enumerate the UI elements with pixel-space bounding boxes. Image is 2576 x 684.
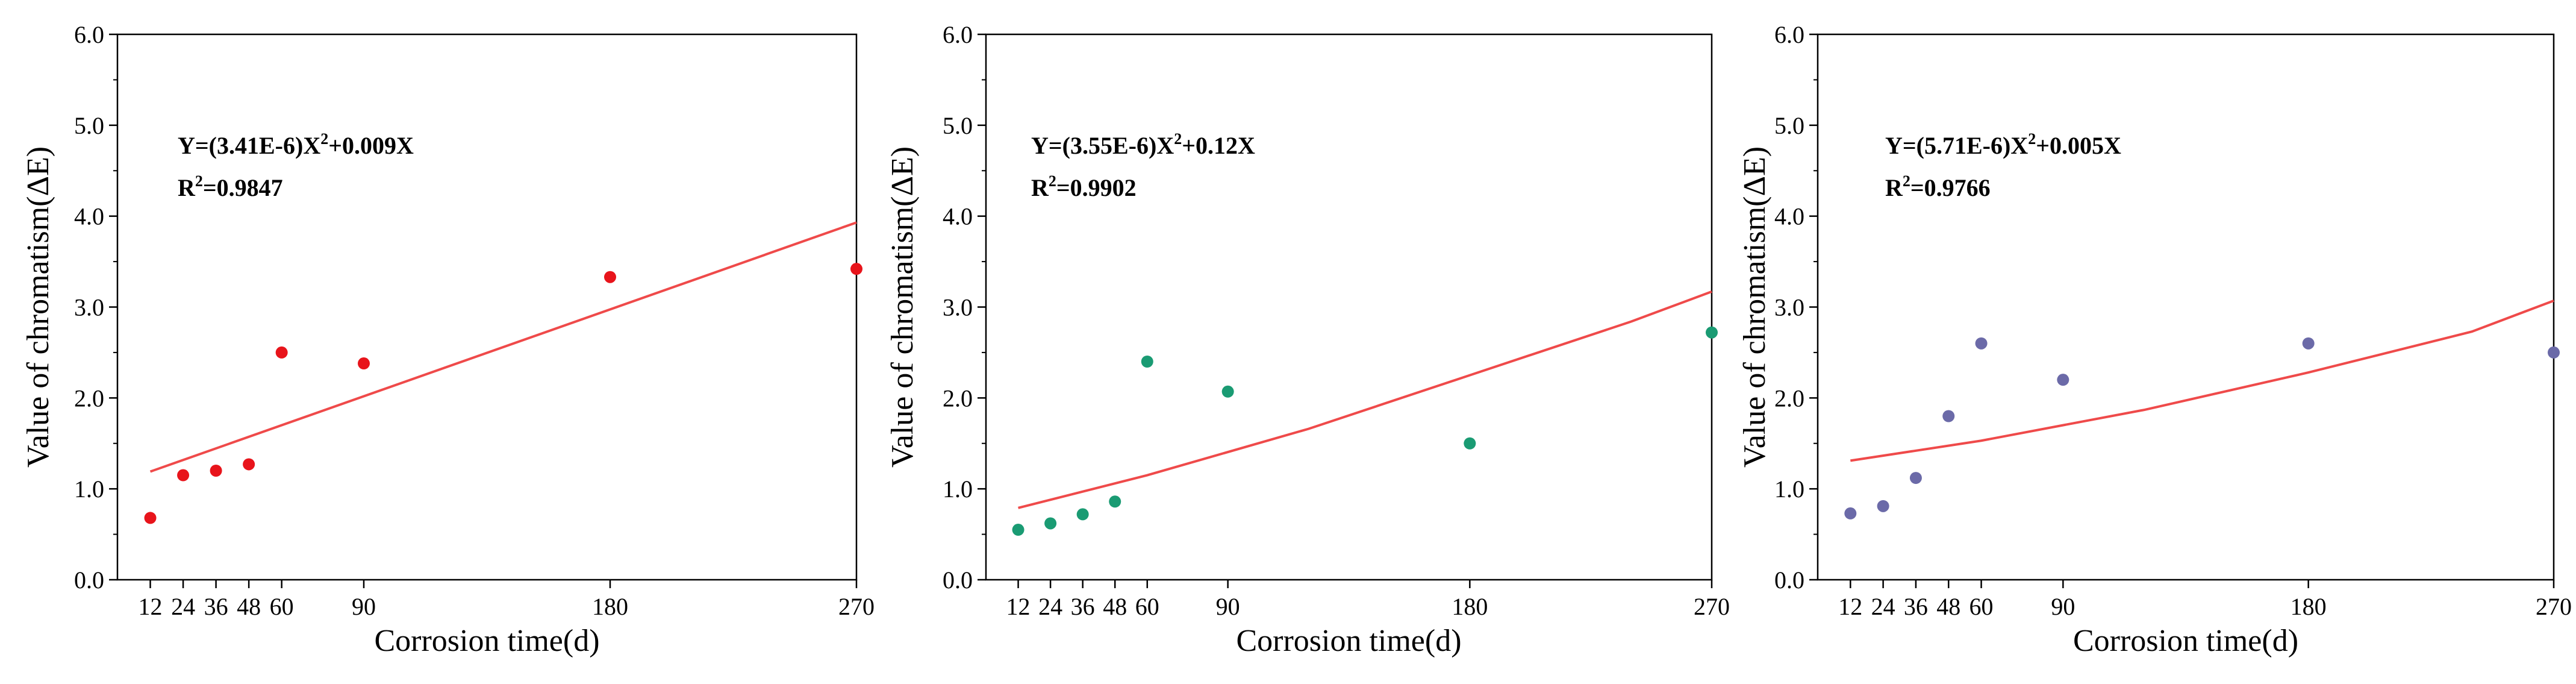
y-tick-label: 3.0 — [74, 294, 104, 321]
y-tick-label: 3.0 — [943, 294, 973, 321]
r-squared: R2=0.9847 — [178, 172, 283, 201]
y-tick-label: 6.0 — [74, 21, 104, 48]
y-tick-label: 1.0 — [943, 475, 973, 503]
data-point — [1109, 495, 1121, 508]
y-tick-label: 1.0 — [1774, 475, 1804, 503]
x-tick-label: 90 — [352, 593, 376, 620]
fit-equation: Y=(3.41E-6)X2+0.009X — [178, 130, 414, 159]
x-tick-label: 270 — [838, 593, 875, 620]
x-tick-label: 180 — [1452, 593, 1488, 620]
data-point — [1877, 500, 1889, 512]
x-tick-label: 60 — [1969, 593, 1994, 620]
y-tick-label: 0.0 — [1774, 566, 1804, 594]
data-point — [177, 469, 190, 482]
data-point — [1076, 508, 1089, 521]
y-tick-label: 5.0 — [1774, 112, 1804, 139]
chart-panel-1: 0.0 1.0 2.0 3.0 4.0 5.0 6.0 12 24 36 48 60 90 180 270 C… — [21, 21, 875, 658]
data-point — [1844, 507, 1857, 519]
data-point — [604, 271, 616, 283]
x-tick-label: 48 — [1103, 593, 1127, 620]
y-tick-label: 5.0 — [74, 112, 104, 139]
chart-panel-3: 0.0 1.0 2.0 3.0 4.0 5.0 6.0 12 24 36 48 60 90 180 270 C… — [1738, 21, 2572, 658]
y-tick-label: 3.0 — [1774, 294, 1804, 321]
y-tick-label: 4.0 — [943, 203, 973, 230]
x-tick-label: 60 — [270, 593, 294, 620]
data-point — [1706, 326, 1718, 339]
y-tick-label: 0.0 — [74, 566, 104, 594]
data-point — [1942, 410, 1955, 422]
x-tick-label: 48 — [237, 593, 261, 620]
data-point — [1141, 356, 1153, 368]
x-tick-label: 12 — [1006, 593, 1031, 620]
y-tick-label: 2.0 — [74, 384, 104, 412]
r-squared: R2=0.9902 — [1031, 172, 1137, 201]
y-tick-label: 6.0 — [1774, 21, 1804, 48]
x-tick-label: 48 — [1936, 593, 1960, 620]
x-tick-label: 270 — [2536, 593, 2572, 620]
y-tick-label: 1.0 — [74, 475, 104, 503]
fit-line — [149, 221, 857, 473]
x-tick-label: 90 — [1216, 593, 1240, 620]
y-tick-label: 5.0 — [943, 112, 973, 139]
data-point — [1012, 524, 1024, 536]
data-point — [1221, 385, 1234, 398]
x-tick-label: 12 — [1838, 593, 1862, 620]
data-point — [2548, 346, 2560, 359]
x-tick-label: 36 — [1904, 593, 1928, 620]
x-tick-label: 180 — [2291, 593, 2327, 620]
data-point — [2302, 337, 2315, 350]
data-point — [1044, 517, 1057, 530]
data-point — [275, 346, 288, 359]
fit-line — [1018, 290, 1712, 509]
x-tick-label: 12 — [139, 593, 163, 620]
data-point — [144, 512, 157, 524]
data-point — [358, 357, 370, 370]
x-axis-title: Corrosion time(d) — [1236, 624, 1461, 658]
plot-frame — [116, 33, 858, 581]
x-tick-label: 36 — [204, 593, 228, 620]
y-axis-title: Value of chromatism(ΔE) — [885, 146, 920, 468]
x-tick-label: 180 — [592, 593, 628, 620]
x-tick-label: 24 — [1038, 593, 1062, 620]
x-tick-label: 24 — [1871, 593, 1895, 620]
data-point — [210, 465, 222, 477]
x-axis-title: Corrosion time(d) — [374, 624, 599, 658]
y-tick-label: 4.0 — [74, 203, 104, 230]
x-tick-label: 24 — [171, 593, 195, 620]
data-point — [1975, 337, 1988, 350]
y-axis-title: Value of chromatism(ΔE) — [1738, 146, 1772, 468]
data-point — [1464, 437, 1476, 450]
data-point — [850, 263, 862, 275]
data-point — [1909, 472, 1922, 485]
data-point — [243, 458, 255, 471]
x-tick-label: 60 — [1135, 593, 1159, 620]
y-tick-label: 4.0 — [1774, 203, 1804, 230]
chart-panel-2: 0.0 1.0 2.0 3.0 4.0 5.0 6.0 12 24 36 48 60 90 180 270 C… — [885, 21, 1730, 658]
y-tick-label: 2.0 — [943, 384, 973, 412]
fit-equation: Y=(5.71E-6)X2+0.005X — [1885, 130, 2121, 159]
y-tick-label: 2.0 — [1774, 384, 1804, 412]
plot-frame — [1817, 33, 2555, 581]
x-tick-label: 36 — [1071, 593, 1095, 620]
y-tick-label: 0.0 — [943, 566, 973, 594]
x-tick-label: 270 — [1694, 593, 1730, 620]
fit-line — [1850, 300, 2554, 462]
x-tick-label: 90 — [2051, 593, 2075, 620]
r-squared: R2=0.9766 — [1885, 172, 1991, 201]
data-point — [2057, 374, 2069, 386]
fit-equation: Y=(3.55E-6)X2+0.12X — [1031, 130, 1255, 159]
x-axis-title: Corrosion time(d) — [2073, 624, 2298, 658]
y-axis-title: Value of chromatism(ΔE) — [21, 146, 55, 468]
y-tick-label: 6.0 — [943, 21, 973, 48]
plot-frame — [985, 33, 1713, 581]
